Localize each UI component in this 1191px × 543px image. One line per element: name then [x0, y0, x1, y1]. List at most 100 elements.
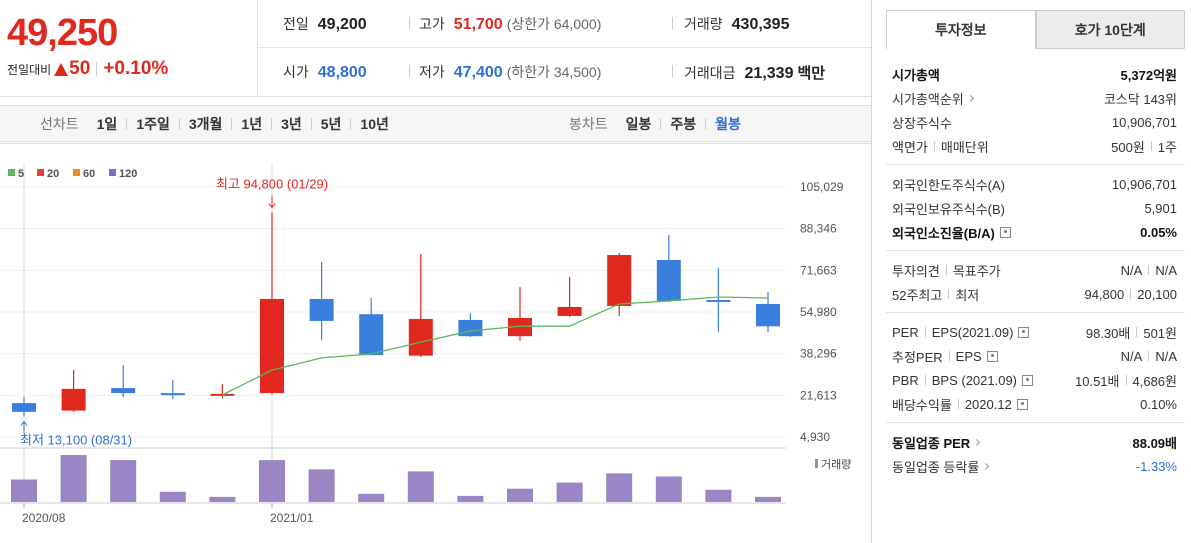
summary-unit: 백만: [797, 64, 826, 82]
summary-label: 전일: [283, 15, 309, 32]
period-button[interactable]: 1주일: [136, 115, 170, 132]
value-part: 10.51배: [1075, 373, 1120, 389]
side-panel: 투자정보 호가 10단계 시가총액 5,372억원 시가총액순위 코스닥 143위 상장주…: [886, 0, 1185, 543]
value-part: 0.10%: [1140, 396, 1177, 412]
annotation: 최고 94,800 (01/29): [216, 177, 328, 192]
label-part: PER: [892, 324, 919, 340]
info-label: 외국인소진율(B/A): [892, 223, 1011, 242]
separator: [350, 117, 352, 130]
candle-body: [359, 314, 384, 356]
label-part: 투자의견: [892, 263, 940, 279]
info-label: 추정PER EPS: [892, 347, 998, 366]
candle-body: [260, 298, 284, 394]
period-button[interactable]: 3년: [281, 115, 302, 132]
info-label: 52주최고 최저: [892, 285, 979, 304]
info-label: PBR BPS (2021.09): [892, 372, 1034, 388]
volume-bar: [556, 482, 583, 502]
value-part: 501원: [1143, 325, 1177, 341]
candle-body: [61, 388, 86, 411]
candle-body: [12, 403, 36, 412]
legend-swatch: [37, 169, 44, 176]
x-tick-label: 2021/01: [270, 511, 314, 525]
separator: [1148, 351, 1150, 361]
info-row[interactable]: 동일업종 등락률 -1.33%: [886, 454, 1185, 478]
candle-body: [458, 319, 483, 337]
period-button[interactable]: 3개월: [188, 115, 223, 132]
annotation-arrowhead: [20, 420, 28, 426]
label-part: 최저: [955, 287, 980, 303]
y-tick-label: 38,296: [800, 347, 837, 361]
legend-label: 5: [18, 168, 24, 180]
info-row: 액면가 매매단위 500원 1주: [886, 134, 1185, 158]
legend-label: 120: [119, 168, 137, 180]
separator: [933, 141, 935, 151]
chart-toolbar: 선차트 1일 1주일 3개월 1년 3년 5년 10년 봉차트 일봉 주봉 월봉: [0, 105, 871, 142]
volume-bar: [457, 495, 484, 502]
value-part: 5,372억원: [1120, 67, 1177, 83]
value-part: 10,906,701: [1111, 176, 1177, 192]
info-label: 배당수익률 2020.12: [892, 395, 1028, 414]
label-part: PBR: [892, 372, 919, 388]
info-value: 500원 1주: [1111, 137, 1177, 156]
volume-bar: [407, 471, 434, 502]
candle-body: [111, 388, 136, 394]
period-button[interactable]: 주봉: [670, 115, 697, 132]
period-button[interactable]: 월봉: [715, 115, 741, 132]
candle-body: [656, 260, 681, 301]
volume-bar: [60, 455, 87, 502]
candle-body: [706, 299, 731, 302]
info-label: 외국인보유주식수(B): [892, 199, 1005, 218]
legend-label: 60: [83, 168, 95, 180]
annotation: 최저 13,100 (08/31): [20, 433, 132, 448]
info-row: 추정PER EPS N/A N/A: [886, 344, 1185, 368]
tab[interactable]: 투자정보: [886, 10, 1036, 49]
info-label: 동일업종 등락률: [892, 457, 990, 476]
help-icon[interactable]: [1018, 326, 1030, 338]
label-part: EPS(2021.09): [931, 324, 1014, 340]
main-panel: 49,250 전일대비 50 +0.10% 전일 49,200 고가 51,700 (상…: [0, 0, 872, 543]
link-chevron: [982, 462, 990, 470]
info-label: 투자의견 목표주가: [892, 261, 1001, 280]
candle-body: [557, 306, 582, 316]
period-button[interactable]: 5년: [320, 115, 342, 132]
info-row[interactable]: 동일업종 PER 88.09배: [886, 430, 1185, 454]
y-tick-label: 71,663: [800, 263, 837, 277]
help-icon[interactable]: [986, 350, 998, 362]
candle-body: [607, 255, 632, 306]
help-icon[interactable]: [1016, 398, 1028, 410]
period-button[interactable]: 1년: [241, 115, 263, 132]
summary-label: 고가: [419, 15, 445, 32]
period-button[interactable]: 일봉: [625, 115, 652, 132]
value-part: 94,800: [1084, 286, 1125, 302]
label-part: 매매단위: [940, 139, 989, 155]
summary-value: 48,800: [317, 64, 367, 81]
y-tick-label: 21,613: [800, 388, 837, 402]
info-value: 10.51배 4,686원: [1075, 371, 1177, 390]
legend-swatch: [8, 169, 15, 176]
y-tick-label: 4,930: [800, 430, 830, 444]
info-group: 동일업종 PER 88.09배 동일업종 등락률 -1.33%: [886, 429, 1185, 484]
period-button[interactable]: 1일: [96, 115, 118, 132]
tab[interactable]: 호가 10단계: [1035, 10, 1185, 49]
separator: [660, 117, 662, 130]
candle-body: [309, 298, 334, 321]
info-row[interactable]: 시가총액순위 코스닥 143위: [886, 86, 1185, 110]
label-part: 액면가: [892, 139, 928, 155]
summary-table: 전일 49,200 고가 51,700 (상한가 64,000) 거래량 430,395 시가…: [258, 0, 871, 97]
period-button[interactable]: 10년: [360, 115, 389, 132]
annotation-arrowhead: [268, 203, 276, 209]
separator: [948, 289, 950, 299]
separator: [945, 265, 947, 275]
info-group: PER EPS(2021.09) 98.30배 501원 추정PER EPS N/A N/A P…: [886, 319, 1185, 423]
summary-value: 47,400: [453, 64, 503, 81]
help-icon[interactable]: [999, 226, 1011, 238]
candle-body: [408, 318, 433, 356]
value-part: 0.05%: [1140, 224, 1177, 240]
value-part: 20,100: [1137, 286, 1177, 302]
summary-value: 49,200: [317, 15, 367, 33]
help-icon[interactable]: [1022, 374, 1034, 386]
label-part: 동일업종 등락률: [892, 459, 980, 475]
y-tick-label: 105,029: [800, 180, 844, 194]
legend-label: 20: [47, 168, 59, 180]
